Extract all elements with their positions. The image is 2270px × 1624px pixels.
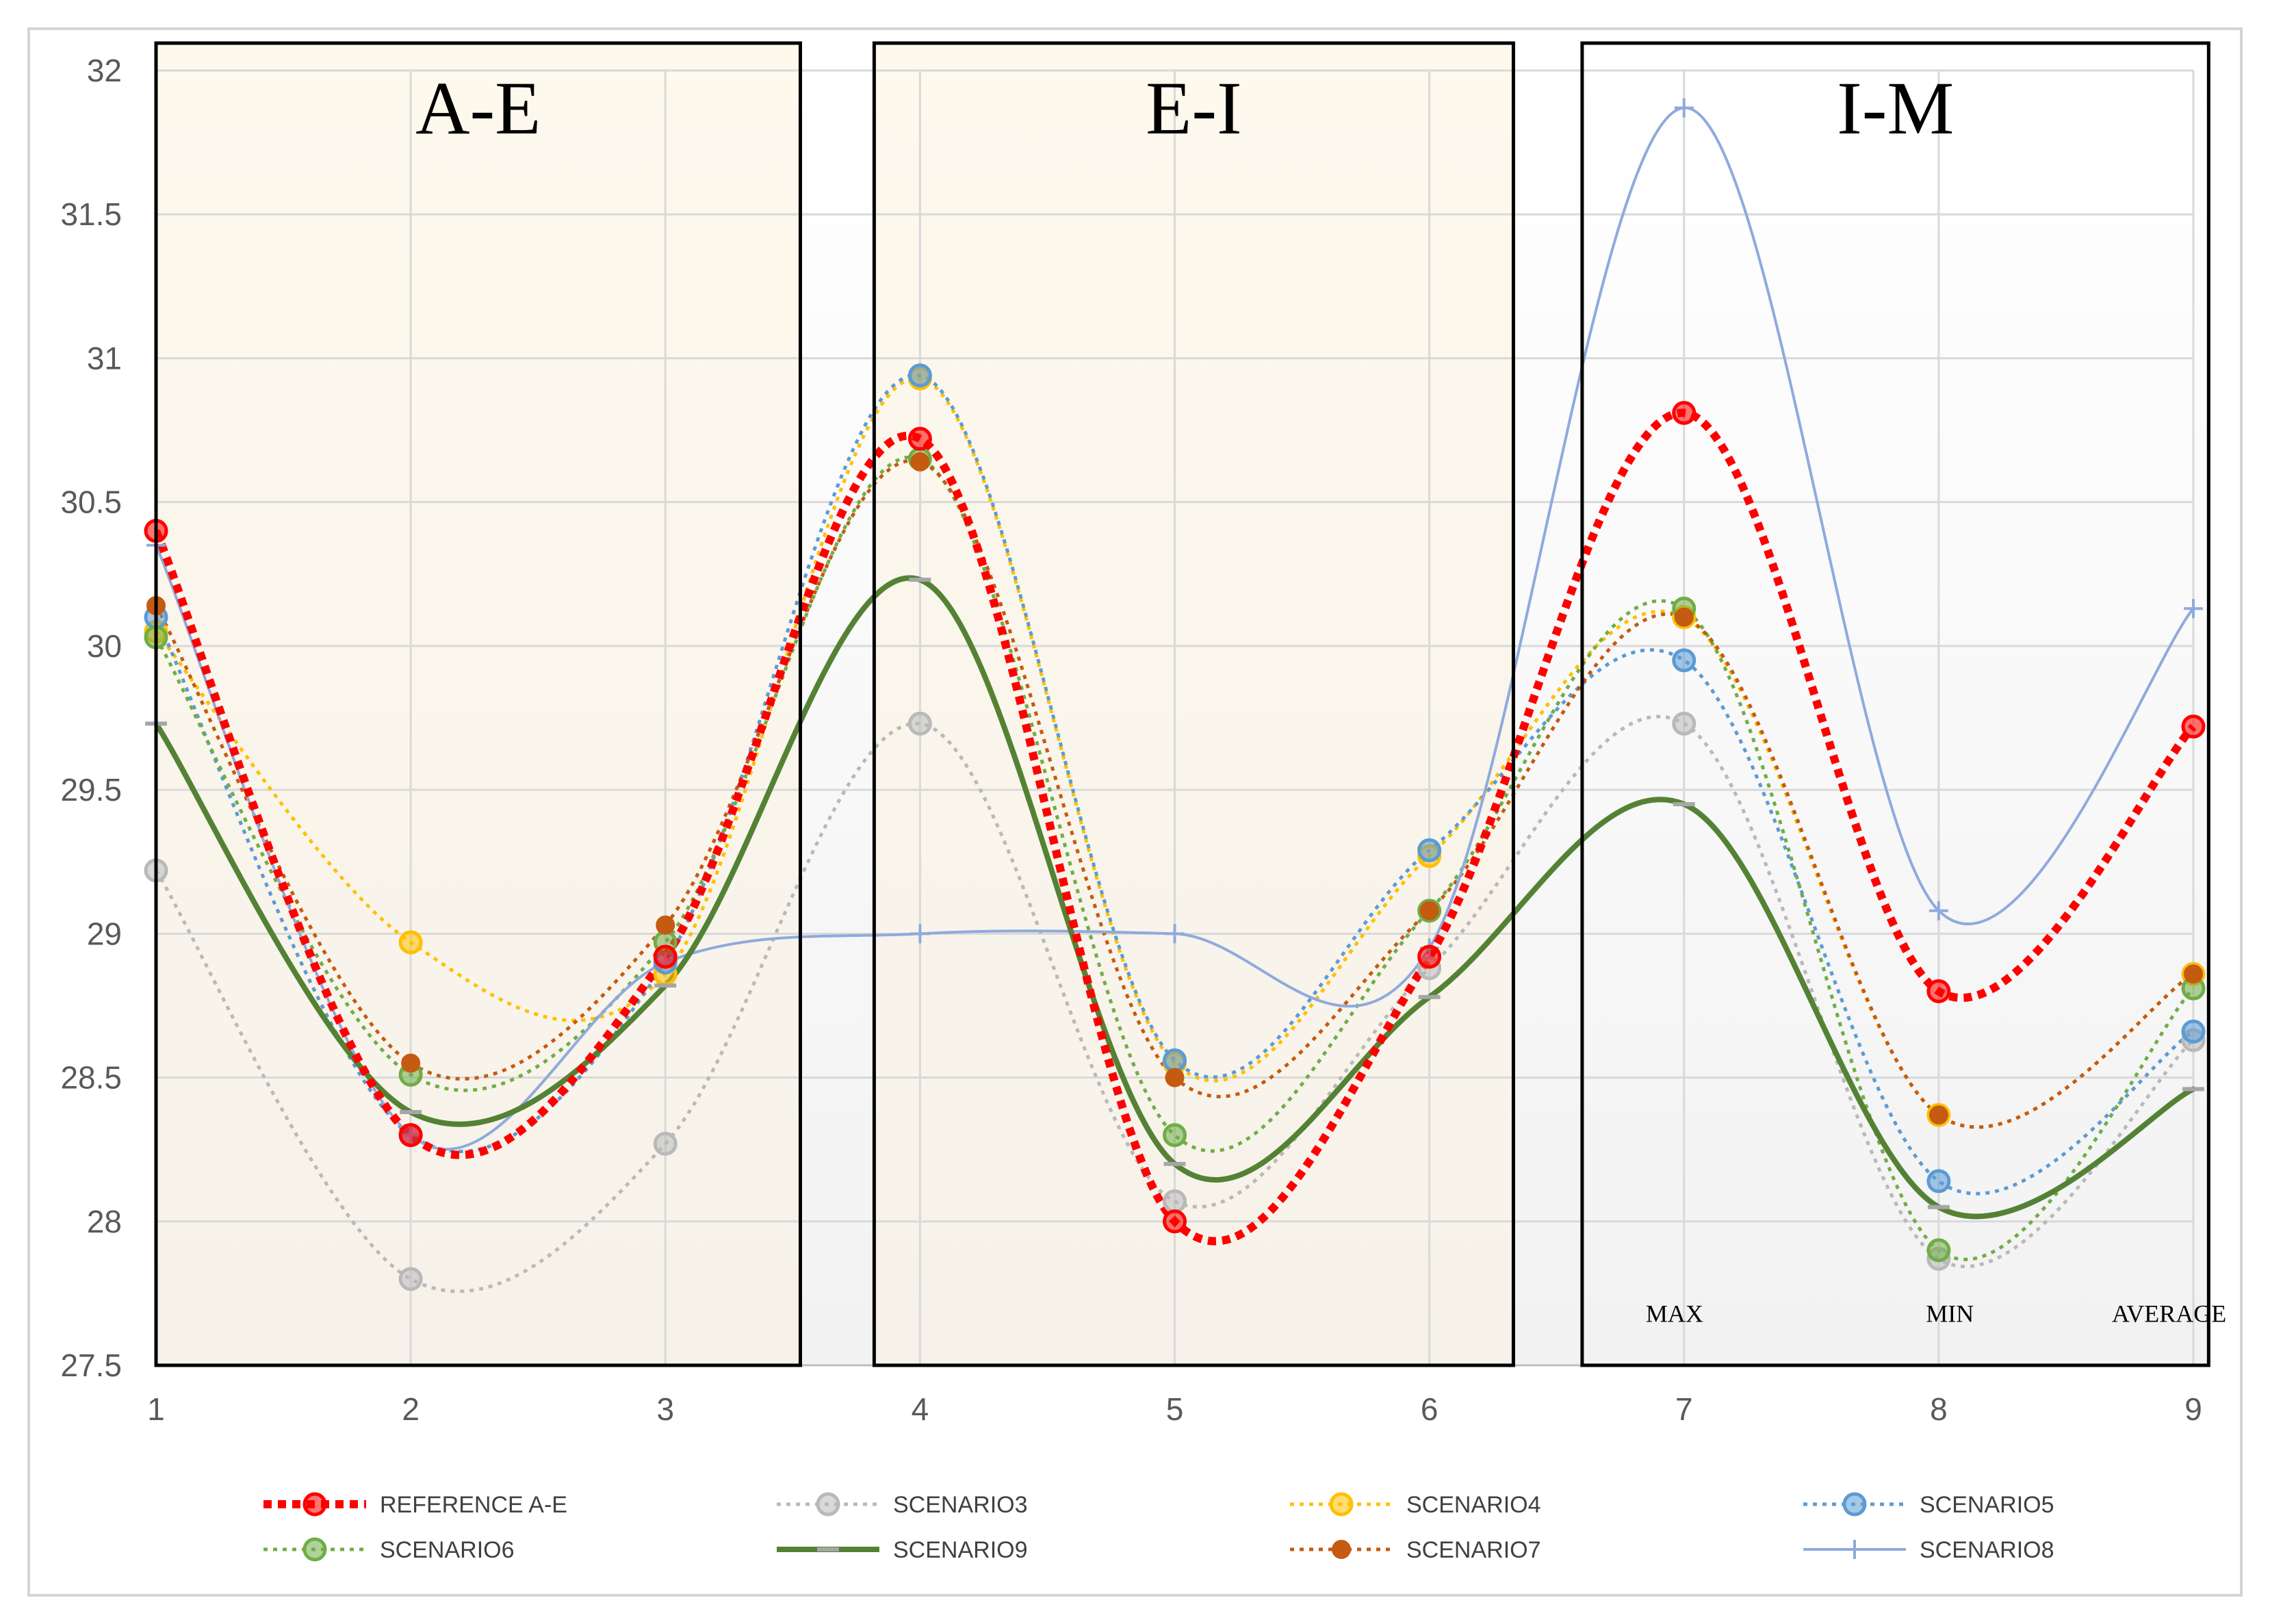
- y-tick-label: 30: [87, 628, 122, 664]
- series-scenario7-point: [1929, 1105, 1948, 1125]
- legend-item-scenario4: SCENARIO4: [1290, 1492, 1541, 1518]
- x-tick-label: 1: [147, 1391, 165, 1427]
- annotation-average: AVERAGE: [2112, 1300, 2226, 1327]
- y-tick-label: 30.5: [60, 485, 122, 520]
- x-tick-label: 2: [402, 1391, 420, 1427]
- series-line-scenario7: [156, 459, 2195, 1129]
- series-scenario3-point: [1163, 1189, 1187, 1213]
- series-scenario3-point: [653, 1131, 678, 1156]
- x-tick-label: 3: [656, 1391, 674, 1427]
- legend-label: SCENARIO6: [380, 1537, 515, 1563]
- region-box-e-i: [872, 41, 1515, 1367]
- region-fill-a-e: [156, 43, 801, 1365]
- y-tick-label: 29: [87, 916, 122, 951]
- legend-swatch-point: [1845, 1540, 1864, 1559]
- region-title-a-e: A-E: [415, 66, 541, 150]
- series-scenario8-point: [1929, 901, 1948, 920]
- series-scenario5-point: [1926, 1169, 1951, 1194]
- series-reference-a-e-point: [1672, 400, 1697, 425]
- series-reference-a-e-point: [1163, 1209, 1187, 1234]
- region-title-i-m: I-M: [1837, 66, 1954, 150]
- series-scenario7-point: [1419, 901, 1439, 920]
- series-scenario3-point: [907, 711, 932, 736]
- legend-swatch-point: [302, 1492, 327, 1517]
- series-scenario8-point: [1165, 924, 1185, 944]
- y-tick-label: 31.5: [60, 196, 122, 232]
- y-tick-label: 31: [87, 340, 122, 376]
- legend-item-scenario8: SCENARIO8: [1803, 1537, 2054, 1563]
- series-reference-a-e-point: [907, 426, 932, 451]
- series-scenario4-point: [398, 930, 423, 955]
- series-reference-a-e-point: [1417, 944, 1442, 969]
- series-scenario5-point: [907, 363, 932, 388]
- legend-swatch-point: [816, 1492, 840, 1517]
- y-tick-label: 32: [87, 53, 122, 88]
- legend-swatch-point: [302, 1537, 327, 1562]
- series-scenario7-point: [1165, 1068, 1185, 1087]
- series-reference-a-e-point: [653, 944, 678, 969]
- legend-label: SCENARIO9: [893, 1537, 1028, 1563]
- legend-item-scenario3: SCENARIO3: [777, 1492, 1028, 1518]
- series-scenario8-point: [2184, 599, 2203, 619]
- legend-label: SCENARIO4: [1406, 1492, 1541, 1518]
- legend-label: SCENARIO7: [1406, 1537, 1541, 1563]
- region-box-i-m: [1580, 41, 2210, 1367]
- y-tick-label: 28.5: [60, 1060, 122, 1096]
- series-scenario7-point: [401, 1053, 421, 1073]
- legend-swatch-point: [1842, 1492, 1867, 1517]
- region-title-e-i: E-I: [1146, 66, 1241, 150]
- x-tick-label: 7: [1675, 1391, 1693, 1427]
- series-line-scenario8: [156, 106, 2195, 1150]
- series-reference-a-e-point: [2181, 714, 2206, 739]
- series-scenario3-point: [398, 1267, 423, 1291]
- x-tick-label: 5: [1166, 1391, 1184, 1427]
- x-tick-label: 8: [1930, 1391, 1948, 1427]
- region-box-a-e: [154, 41, 802, 1367]
- legend-label: SCENARIO5: [1920, 1492, 2054, 1518]
- series-scenario7-point: [656, 915, 675, 935]
- x-tick-label: 9: [2184, 1391, 2202, 1427]
- series-scenario8-point: [910, 924, 930, 944]
- legend-item-scenario9: SCENARIO9: [777, 1537, 1028, 1563]
- legend-item-reference-a-e: REFERENCE A-E: [263, 1492, 567, 1518]
- legend-item-scenario6: SCENARIO6: [263, 1537, 515, 1563]
- series-line-scenario3: [156, 714, 2195, 1293]
- x-tick-label: 4: [912, 1391, 929, 1427]
- series-line-scenario9: [156, 575, 2196, 1220]
- annotation-min: MIN: [1926, 1300, 1974, 1327]
- legend-label: SCENARIO3: [893, 1492, 1028, 1518]
- series-scenario7-point: [1674, 607, 1694, 627]
- y-tick-label: 27.5: [60, 1348, 122, 1383]
- legend-item-scenario7: SCENARIO7: [1290, 1537, 1541, 1563]
- series-reference-a-e-point: [398, 1123, 423, 1148]
- series-scenario5-point: [1672, 648, 1697, 673]
- legend-label: SCENARIO8: [1920, 1537, 2054, 1563]
- series-scenario7-point: [2184, 964, 2203, 984]
- series-line-reference-a-e: [156, 409, 2197, 1246]
- x-tick-label: 6: [1421, 1391, 1439, 1427]
- series-scenario6-point: [1163, 1123, 1187, 1148]
- series-scenario5-point: [2181, 1019, 2206, 1044]
- series-scenario8-point: [1674, 98, 1694, 118]
- series-scenario6-point: [1926, 1238, 1951, 1263]
- series-scenario7-point: [910, 452, 930, 472]
- series-scenario3-point: [1672, 711, 1697, 736]
- legend-swatch-point: [1332, 1540, 1351, 1559]
- series-scenario5-point: [1417, 838, 1442, 862]
- series-reference-a-e-point: [1926, 979, 1951, 1003]
- legend-item-scenario5: SCENARIO5: [1803, 1492, 2054, 1518]
- y-tick-label: 29.5: [60, 772, 122, 808]
- annotation-max: MAX: [1646, 1300, 1703, 1327]
- y-tick-label: 28: [87, 1204, 122, 1239]
- region-fill-e-i: [874, 43, 1514, 1365]
- legend-label: REFERENCE A-E: [380, 1492, 567, 1518]
- series-scenario5-point: [1163, 1048, 1187, 1072]
- legend-swatch-point: [1329, 1492, 1354, 1517]
